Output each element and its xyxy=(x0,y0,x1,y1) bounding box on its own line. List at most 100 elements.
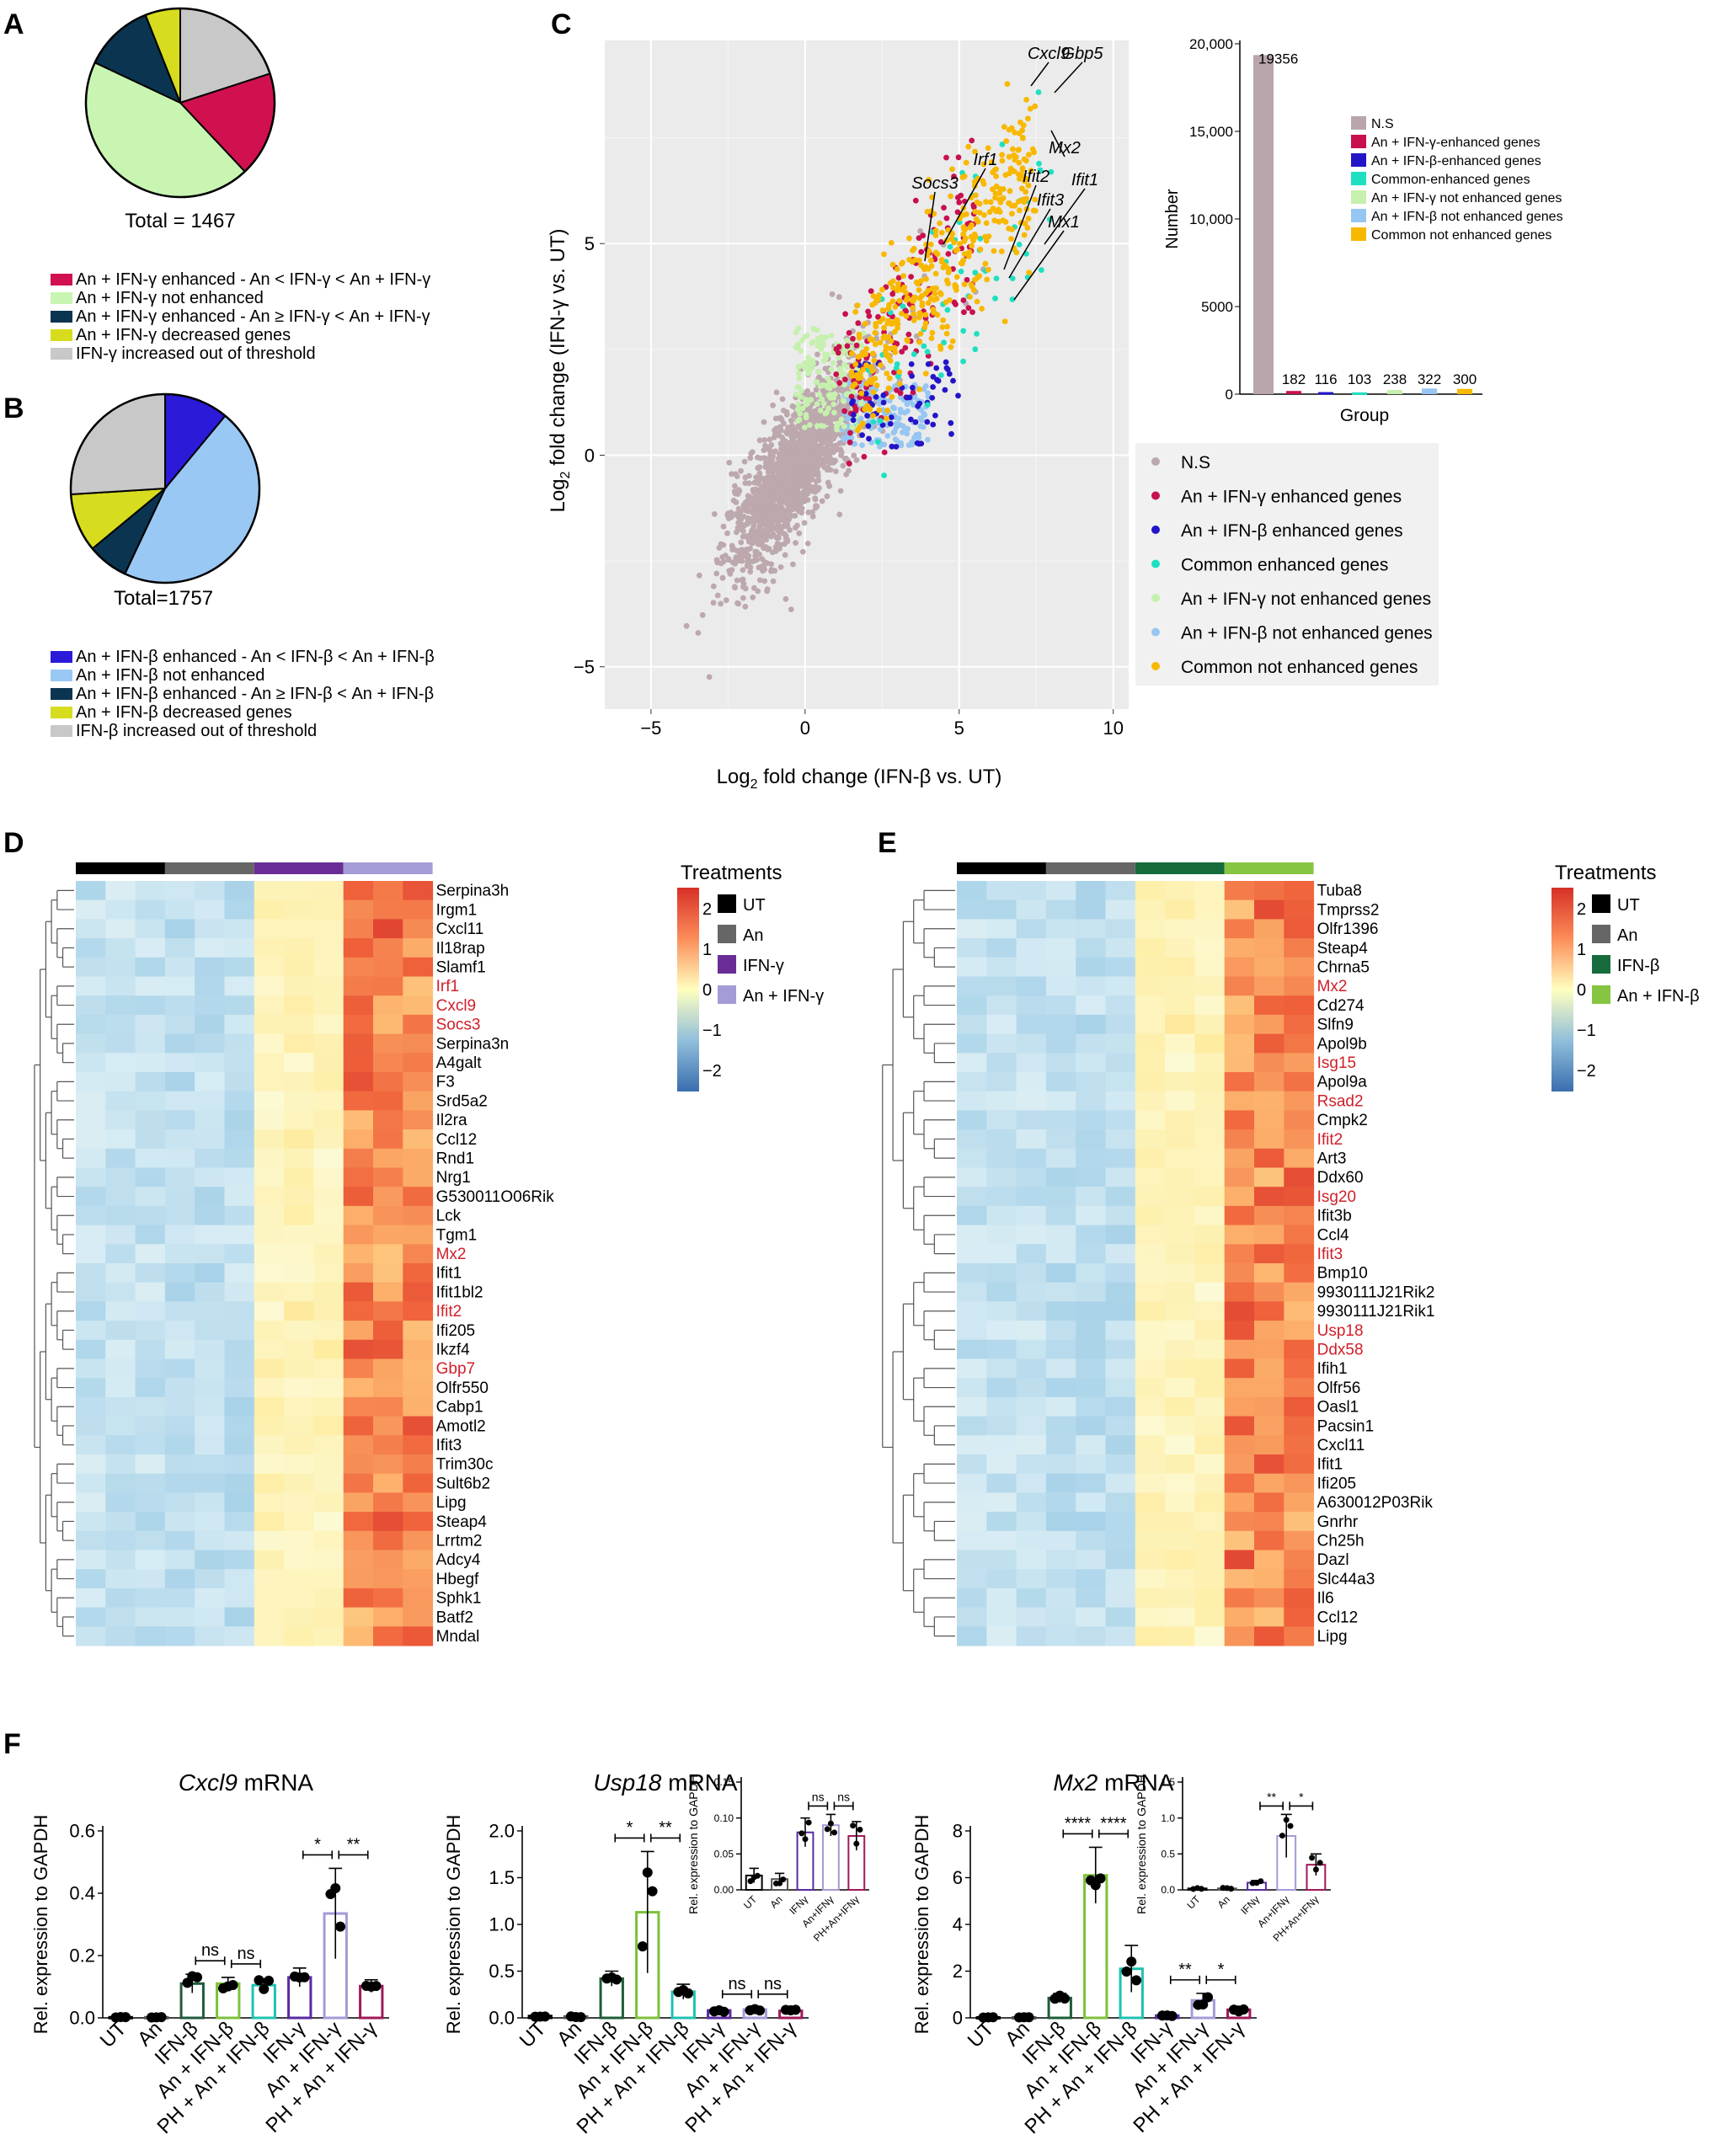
scatter-point xyxy=(905,331,912,338)
scatter-point xyxy=(923,276,929,282)
scatter-point xyxy=(804,332,810,339)
heatmap-legend-swatch xyxy=(718,894,736,913)
heatmap-cell xyxy=(1224,1492,1255,1513)
heatmap-cell xyxy=(1076,1607,1106,1627)
heatmap-cell xyxy=(1254,1435,1284,1455)
heatmap-cell xyxy=(284,1187,314,1207)
scatter-point xyxy=(908,274,914,280)
inset-legend-label: Common-enhanced genes xyxy=(1371,173,1530,187)
heatmap-cell xyxy=(1165,1626,1195,1646)
heatmap-cell xyxy=(1016,1244,1047,1264)
heatmap-cell xyxy=(1165,1550,1195,1570)
heatmap-cell xyxy=(1254,1550,1284,1570)
heatmap-cell xyxy=(1135,1512,1166,1532)
heatmap-cell xyxy=(105,1378,136,1398)
scatter-point xyxy=(733,510,740,517)
heatmap-cell xyxy=(135,1550,166,1570)
scatter-point xyxy=(764,586,771,592)
heatmap-cell xyxy=(254,1492,285,1513)
scatter-point xyxy=(885,385,892,392)
heatmap-cell xyxy=(1194,1492,1226,1513)
scatter-point xyxy=(814,351,820,358)
scatter-point xyxy=(757,486,764,492)
heatmap-cell xyxy=(1076,1435,1106,1455)
f-significance-label: ** xyxy=(347,1835,360,1854)
heatmap-cell xyxy=(1254,1492,1284,1513)
heatmap-cell xyxy=(105,1091,136,1111)
scatter-point xyxy=(1025,115,1031,122)
heatmap-cell xyxy=(1284,1205,1315,1226)
heatmap-cell xyxy=(343,1512,374,1532)
heatmap-cell xyxy=(135,1530,166,1550)
heatmap-cell xyxy=(343,957,374,977)
scatter-point xyxy=(745,498,750,504)
scatter-point xyxy=(924,419,931,425)
heatmap-cell xyxy=(135,1282,166,1302)
heatmap-cell xyxy=(957,1473,987,1493)
heatmap-cell xyxy=(1165,938,1195,958)
scatter-point xyxy=(838,449,845,456)
heatmap-legend-swatch xyxy=(718,955,736,974)
scatter-point xyxy=(969,137,975,144)
heatmap-cell xyxy=(1076,1225,1106,1245)
scatter-point xyxy=(880,399,887,406)
heatmap-cell xyxy=(1254,1569,1284,1589)
heatmap-cell xyxy=(224,957,255,977)
scatter-point xyxy=(833,346,840,352)
heatmap-cell xyxy=(373,938,403,958)
heatmap-cell xyxy=(1224,957,1255,977)
heatmap-cell xyxy=(224,1072,255,1092)
scatter-point xyxy=(742,480,749,486)
scatter-point xyxy=(899,311,905,317)
heatmap-cell xyxy=(1135,1492,1166,1513)
scatter-point xyxy=(1011,152,1017,158)
scatter-point xyxy=(905,425,911,432)
heatmap-gene-label: Tmprss2 xyxy=(1317,901,1380,919)
heatmap-cell xyxy=(1105,1244,1136,1264)
heatmap-gene-label: Olfr56 xyxy=(1317,1380,1361,1397)
scatter-point xyxy=(777,481,782,487)
f-significance-label: **** xyxy=(1065,1814,1091,1833)
heatmap-cell xyxy=(313,1187,344,1207)
heatmap-gene-label: Slc44a3 xyxy=(1317,1571,1375,1588)
scatter-point xyxy=(1016,207,1023,214)
scatter-point xyxy=(758,501,765,508)
scatter-x-axis-label: Log2 fold change (IFN-β vs. UT) xyxy=(717,766,1002,792)
scatter-point xyxy=(967,294,973,300)
scatter-point xyxy=(807,439,814,445)
heatmap-cell xyxy=(1194,1378,1226,1398)
heatmap-gene-label: Tgm1 xyxy=(436,1226,478,1244)
heatmap-cell xyxy=(164,1339,195,1359)
heatmap-cell xyxy=(1045,1263,1076,1283)
heatmap-cell xyxy=(403,1187,434,1207)
heatmap-legend-title: Treatments xyxy=(681,862,782,884)
scatter-point xyxy=(895,280,901,287)
scatter-point xyxy=(932,413,938,419)
scatter-point xyxy=(748,531,754,537)
heatmap-cell xyxy=(1105,938,1136,958)
heatmap-legend-title: Treatments xyxy=(1555,862,1656,884)
heatmap-cell xyxy=(1135,1607,1166,1627)
heatmap-cell xyxy=(1284,1626,1315,1646)
heatmap-cell xyxy=(1045,1339,1076,1359)
heatmap-cell xyxy=(1224,1263,1255,1283)
heatmap-cell xyxy=(105,1148,136,1168)
heatmap-cell xyxy=(403,1473,434,1493)
heatmap-cell xyxy=(1224,881,1255,901)
heatmap-cell xyxy=(1224,1244,1255,1264)
heatmap-cell xyxy=(1016,1358,1047,1379)
heatmap-group-bar xyxy=(957,862,1046,874)
heatmap-legend-swatch xyxy=(1592,925,1610,943)
f-data-point xyxy=(575,2012,586,2023)
heatmap-cell xyxy=(986,1454,1017,1475)
heatmap-cell xyxy=(105,1339,136,1359)
scatter-point xyxy=(873,341,879,348)
scatter-point xyxy=(887,420,894,427)
heatmap-cell xyxy=(1045,1301,1076,1321)
scatter-point xyxy=(893,444,900,450)
f-data-point xyxy=(227,1979,238,1990)
heatmap-cell xyxy=(1016,1435,1047,1455)
heatmap-gene-label: Slamf1 xyxy=(436,959,486,977)
heatmap-cell xyxy=(957,1435,987,1455)
